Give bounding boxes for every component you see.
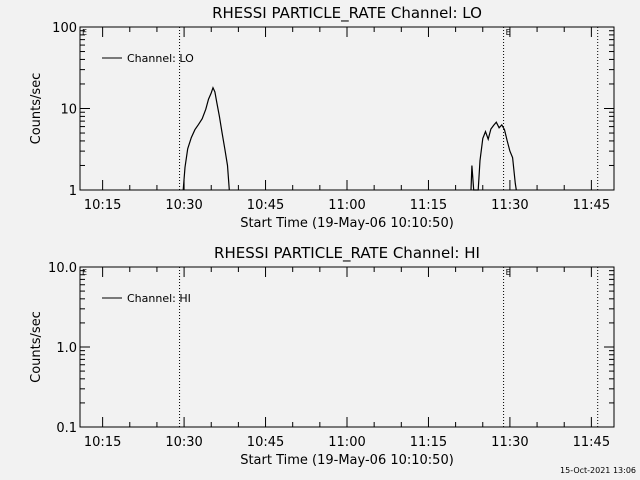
x-tick-label: 11:15 [410, 198, 447, 213]
chart-title: RHESSI PARTICLE_RATE Channel: HI [214, 244, 480, 263]
y-tick-label: 1 [69, 184, 77, 199]
series-line [470, 121, 517, 191]
legend-label: Channel: HI [127, 292, 191, 305]
y-axis-label: Counts/sec [29, 311, 44, 383]
x-tick-label: 11:45 [573, 435, 610, 450]
plot-frame [79, 266, 615, 428]
footer-timestamp: 15-Oct-2021 13:06 [560, 466, 636, 475]
marker-label: E [506, 268, 511, 277]
x-tick-label: 10:30 [165, 198, 202, 213]
x-tick-label: 10:15 [84, 435, 121, 450]
chart-title: RHESSI PARTICLE_RATE Channel: LO [212, 4, 482, 23]
x-axis-label: Start Time (19-May-06 10:10:50) [240, 453, 454, 468]
x-axis-label: Start Time (19-May-06 10:10:50) [240, 216, 454, 231]
marker-label: E [82, 28, 87, 37]
x-tick-label: 11:00 [328, 198, 365, 213]
x-tick-label: 11:45 [573, 198, 610, 213]
y-tick-label: 10.0 [48, 261, 77, 276]
x-tick-label: 10:45 [247, 435, 284, 450]
legend-label: Channel: LO [127, 52, 194, 65]
x-tick-label: 11:30 [491, 198, 528, 213]
x-tick-label: 10:45 [247, 198, 284, 213]
x-tick-label: 10:30 [165, 435, 202, 450]
y-tick-label: 10 [60, 103, 77, 118]
y-tick-label: 100 [52, 21, 77, 36]
x-tick-label: 11:15 [410, 435, 447, 450]
y-tick-label: 0.1 [56, 421, 77, 436]
x-tick-label: 11:30 [491, 435, 528, 450]
marker-label: E [506, 28, 511, 37]
y-tick-label: 1.0 [56, 341, 77, 356]
x-tick-label: 11:00 [328, 435, 365, 450]
x-tick-label: 10:15 [84, 198, 121, 213]
series-line [182, 86, 230, 191]
marker-label: E [82, 268, 87, 277]
y-axis-label: Counts/sec [29, 73, 44, 145]
